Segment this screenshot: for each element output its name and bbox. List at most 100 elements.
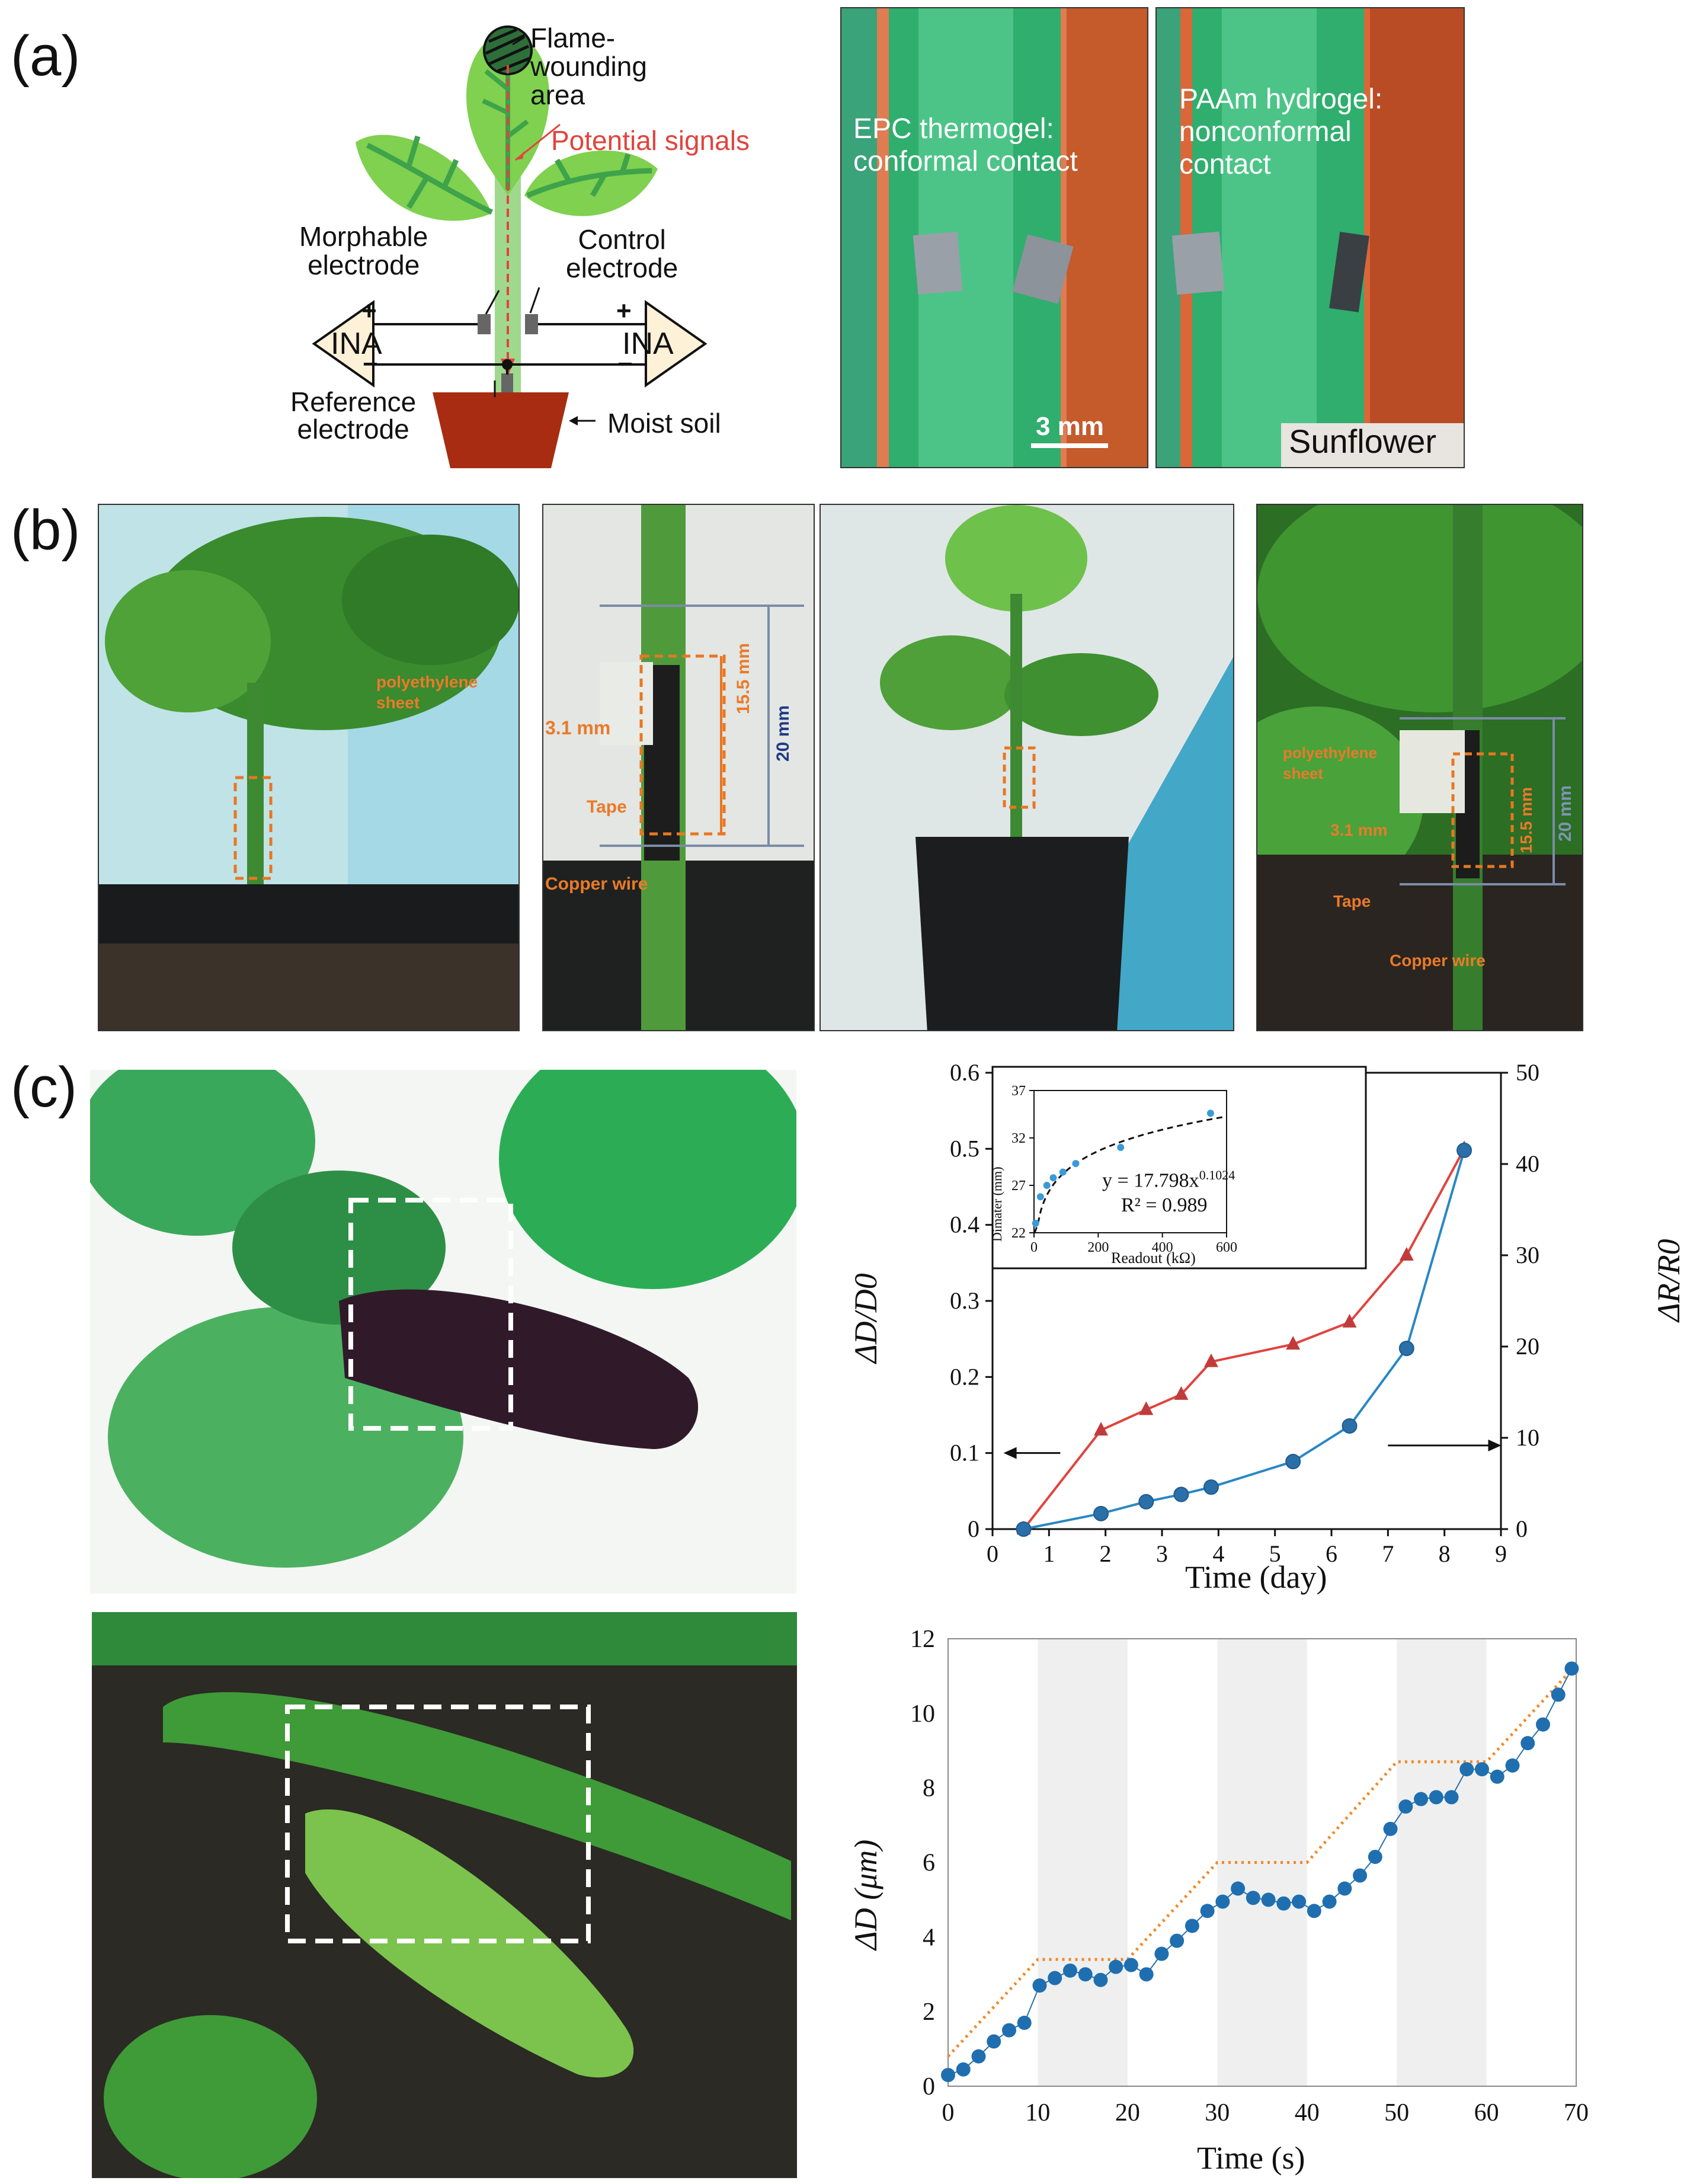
chart2-xtick-label: 40 — [1295, 2099, 1320, 2127]
chart1-ytick2-label: 20 — [1516, 1333, 1539, 1360]
scale-bar-label: 3 mm — [1036, 412, 1104, 441]
inset-ytick-label: 37 — [1011, 1083, 1026, 1099]
chart1-xtick-label: 4 — [1212, 1540, 1224, 1567]
chart1-ytick-label: 0.1 — [950, 1440, 979, 1466]
chart1-xtick-label: 0 — [987, 1540, 998, 1567]
chart2-point — [1535, 1717, 1550, 1732]
chart1-ytick2-label: 30 — [1516, 1242, 1539, 1268]
chart1-ytick-label: 0.6 — [950, 1059, 979, 1086]
b2-polyethylene-line2: sheet — [376, 693, 420, 712]
chart1-point-triangle — [1203, 1353, 1218, 1367]
chart1-ytick2-label: 10 — [1516, 1424, 1539, 1451]
sunflower-tag: Sunflower — [1289, 423, 1437, 460]
potential-signals-label: Potential signals — [551, 125, 750, 156]
chart1-ytick-label: 0 — [968, 1515, 979, 1542]
chart1-xtick-label: 7 — [1382, 1540, 1394, 1567]
chart2-point — [987, 2034, 1001, 2049]
chart2-point — [941, 2068, 955, 2083]
paam-label-line1: PAAm hydrogel: — [1179, 84, 1383, 115]
inset-point — [1032, 1220, 1039, 1227]
inset-point — [1206, 1109, 1214, 1117]
chart2-point — [1246, 1891, 1260, 1905]
chart2-ytick-label: 2 — [923, 1998, 935, 2026]
chart1-xtick-label: 1 — [1043, 1540, 1055, 1567]
chart1-xtick-label: 8 — [1439, 1540, 1451, 1567]
chart2-point — [1078, 1967, 1093, 1982]
chart2-ytick-label: 6 — [923, 1850, 935, 1877]
chart1-xtick-label: 2 — [1100, 1540, 1112, 1567]
chart2-ytick-label: 12 — [910, 1626, 935, 1653]
plus-right: + — [616, 296, 632, 325]
chart2-xtick-label: 10 — [1025, 2099, 1050, 2127]
panel-label-c: (c) — [11, 1056, 77, 1119]
chart1-point-circle — [1093, 1505, 1109, 1521]
chart1-point-circle — [1173, 1486, 1189, 1502]
b4-width-label: 3.1 mm — [1330, 821, 1388, 839]
chart2-point — [1017, 2016, 1032, 2030]
reference-electrode-label: Reference electrode — [290, 386, 417, 445]
chart2-xtick-label: 30 — [1205, 2099, 1230, 2127]
moist-soil-label: Moist soil — [607, 408, 721, 439]
chart2-point — [1322, 1894, 1337, 1909]
chart2-point — [1062, 1963, 1077, 1978]
chart2-point — [1337, 1881, 1352, 1896]
chart2-point — [1475, 1762, 1489, 1777]
control-electrode-label: Control electrode — [566, 224, 678, 283]
b2-tape-label: Tape — [587, 797, 627, 817]
chart2-ytick-label: 10 — [910, 1700, 935, 1728]
chart1-point-triangle — [1139, 1401, 1154, 1415]
plus-left: + — [361, 296, 377, 325]
morphable-electrode-label: Morphable electrode — [299, 221, 428, 280]
inset-point — [1072, 1160, 1080, 1168]
photo-plant-b3 — [820, 504, 1234, 1031]
chart2-point — [1564, 1661, 1579, 1676]
chart2-shade-band — [1397, 1639, 1487, 2086]
chart2-xtick-label: 50 — [1384, 2099, 1409, 2127]
photo-stem-b4 — [1256, 504, 1583, 1031]
inset-xtick-label: 200 — [1087, 1240, 1109, 1255]
chart1-point-triangle — [1342, 1313, 1357, 1328]
inset-xtick-label: 0 — [1030, 1240, 1038, 1255]
plant-schematic — [312, 25, 708, 468]
inset-xtick-label: 400 — [1152, 1240, 1173, 1255]
ina-right-label: INA — [622, 327, 674, 361]
inset-equation-base: y = 17.798x — [1102, 1169, 1199, 1192]
chart2-point — [1292, 1894, 1307, 1909]
chart2-point — [1414, 1792, 1429, 1806]
chart1-point-triangle — [1286, 1336, 1301, 1350]
chart2-point — [1307, 1904, 1321, 1918]
paam-label-line2: nonconformal — [1179, 116, 1352, 148]
chart2-ylabel: ΔD (μm) — [848, 1839, 883, 1950]
panel-label-b: (b) — [11, 498, 81, 562]
b4-polyethylene-line1: polyethylene — [1283, 744, 1377, 762]
epc-label-line2: conformal contact — [853, 146, 1078, 177]
chart2-ytick-label: 4 — [923, 1924, 935, 1951]
scale-bar — [1031, 443, 1108, 448]
inset-ylabel: Dimater (mm) — [990, 1166, 1004, 1242]
photo-zucchini — [92, 1612, 797, 2178]
photo-epc-thermogel — [840, 7, 1148, 468]
ina-left-label: INA — [331, 327, 382, 361]
chart2-point — [1185, 1918, 1199, 1933]
inset-xtick-label: 600 — [1216, 1240, 1237, 1255]
chart1-ylabel: ΔD/D0 — [848, 1273, 883, 1363]
chart1-ytick-label: 0.2 — [950, 1363, 979, 1390]
chart2-point — [1505, 1758, 1520, 1773]
chart-diameter-resistance: 0 1 2 3 4 5 6 7 8 900.10.20.30.40.50.601020304050… — [950, 1059, 1539, 1567]
chart2-point — [1231, 1881, 1246, 1896]
inset-r2: R² = 0.989 — [1121, 1194, 1208, 1216]
chart1-point-circle — [1138, 1494, 1154, 1510]
chart2-point — [1123, 1958, 1138, 1972]
inset-point — [1117, 1144, 1125, 1151]
chart2-point — [1520, 1736, 1535, 1751]
chart1-xtick-label: 9 — [1495, 1540, 1507, 1567]
chart1-point-circle — [1203, 1479, 1219, 1495]
chart2-point — [1490, 1769, 1504, 1784]
chart2-point — [1368, 1850, 1382, 1865]
chart-delta-diameter: 0 10 20 30 40 50 60 70 0 2 4 6 8 10 12 — [910, 1626, 1589, 2127]
chart1-xtick-label: 3 — [1156, 1540, 1168, 1567]
chart2-point — [1276, 1896, 1291, 1911]
inset-equation-exponent: 0.1024 — [1199, 1168, 1235, 1182]
chart1-left-arrowhead — [1003, 1447, 1017, 1459]
inset-xlabel: Readout (kΩ) — [1111, 1249, 1196, 1267]
